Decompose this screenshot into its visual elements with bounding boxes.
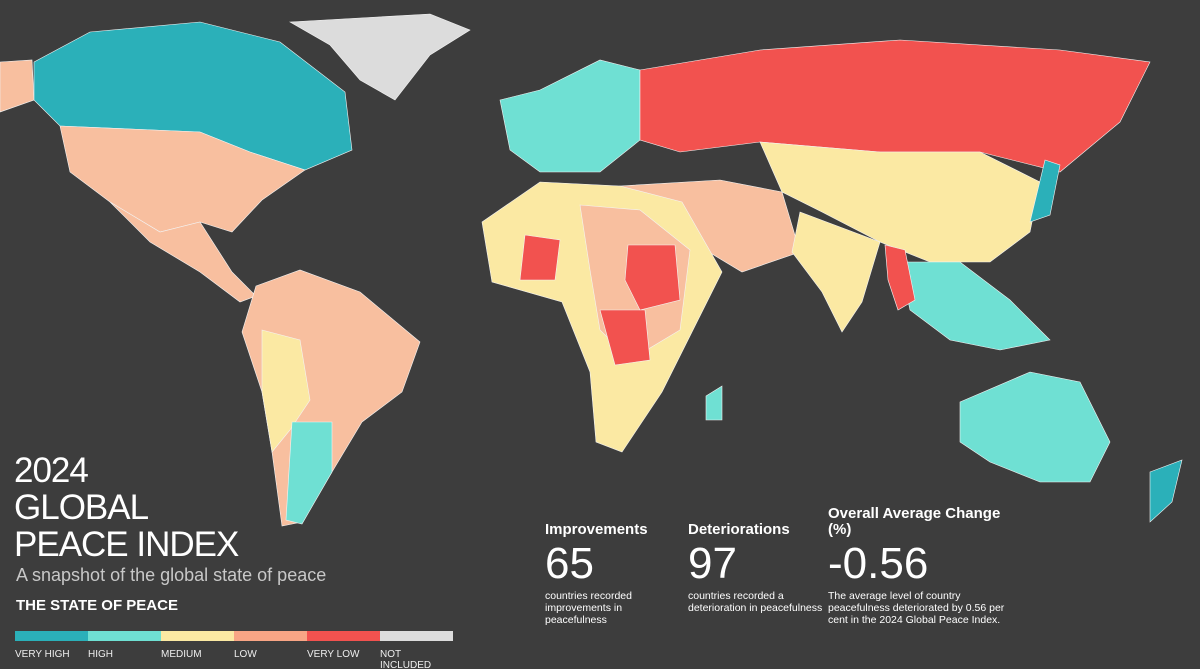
- legend-item: VERY LOW: [307, 631, 380, 669]
- legend-swatch: [15, 631, 88, 641]
- legend-label: VERY HIGH: [15, 649, 70, 660]
- legend-item: LOW: [234, 631, 307, 669]
- usa: [59, 125, 306, 233]
- title-line: GLOBAL: [14, 488, 149, 527]
- legend-label: VERY LOW: [307, 649, 360, 660]
- stat: Overall Average Change (%) -0.56 The avera…: [828, 504, 1013, 627]
- stat-value: 97: [688, 539, 737, 588]
- legend-item: MEDIUM: [161, 631, 234, 669]
- legend-swatch: [161, 631, 234, 641]
- russia: [639, 39, 1151, 173]
- legend: VERY HIGH HIGH MEDIUM LOW VERY LOW NOT INCLUD…: [15, 631, 453, 669]
- stat-value: 65: [545, 539, 594, 588]
- legend-item: HIGH: [88, 631, 161, 669]
- stat: Improvements 65 countries recorded improve…: [545, 504, 680, 627]
- legend-swatch: [307, 631, 380, 641]
- stat-heading: Improvements: [545, 504, 680, 538]
- title-line: 2024: [14, 451, 89, 490]
- title: 2024 GLOBAL PEACE INDEX: [14, 451, 239, 564]
- canada: [33, 21, 353, 171]
- europe: [499, 59, 641, 173]
- argentina: [285, 421, 333, 525]
- legend-item: NOT INCLUDED: [380, 631, 453, 669]
- title-line: PEACE INDEX: [14, 525, 239, 564]
- madagascar: [705, 385, 723, 421]
- greenland: [288, 13, 471, 101]
- stat-value: -0.56: [828, 539, 929, 588]
- legend-label: HIGH: [88, 649, 113, 660]
- stat-heading-text: Improvements: [545, 521, 648, 538]
- australia: [959, 371, 1111, 483]
- asia: [759, 141, 1041, 263]
- south-america-medium: [261, 329, 311, 453]
- subtitle: A snapshot of the global state of peace: [16, 565, 327, 585]
- southeast-asia: [899, 261, 1051, 351]
- stat-heading: Overall Average Change (%): [828, 504, 1013, 538]
- legend-title: THE STATE OF PEACE: [16, 597, 178, 614]
- india: [791, 211, 881, 333]
- japan: [1029, 159, 1061, 223]
- stat-description: countries recorded improvements in peace…: [545, 590, 632, 626]
- myanmar: [884, 244, 916, 311]
- stat-heading: Deteriorations: [688, 504, 823, 538]
- stat: Deteriorations 97 countries recorded a det…: [688, 504, 823, 615]
- stat-heading-text: Deteriorations: [688, 521, 790, 538]
- legend-label: MEDIUM: [161, 649, 202, 660]
- alaska: [0, 59, 35, 113]
- legend-item: VERY HIGH: [15, 631, 88, 669]
- africa-very-low: [519, 234, 681, 366]
- stat-description: countries recorded a deterioration in pe…: [688, 590, 823, 614]
- new-zealand: [1149, 459, 1183, 523]
- stat-description: The average level of country peacefulnes…: [828, 590, 1005, 626]
- legend-label: LOW: [234, 649, 257, 660]
- legend-swatch: [380, 631, 453, 641]
- legend-swatch: [234, 631, 307, 641]
- stat-heading-text: Overall Average Change (%): [828, 505, 1001, 538]
- legend-label: NOT INCLUDED: [380, 649, 432, 669]
- legend-swatch: [88, 631, 161, 641]
